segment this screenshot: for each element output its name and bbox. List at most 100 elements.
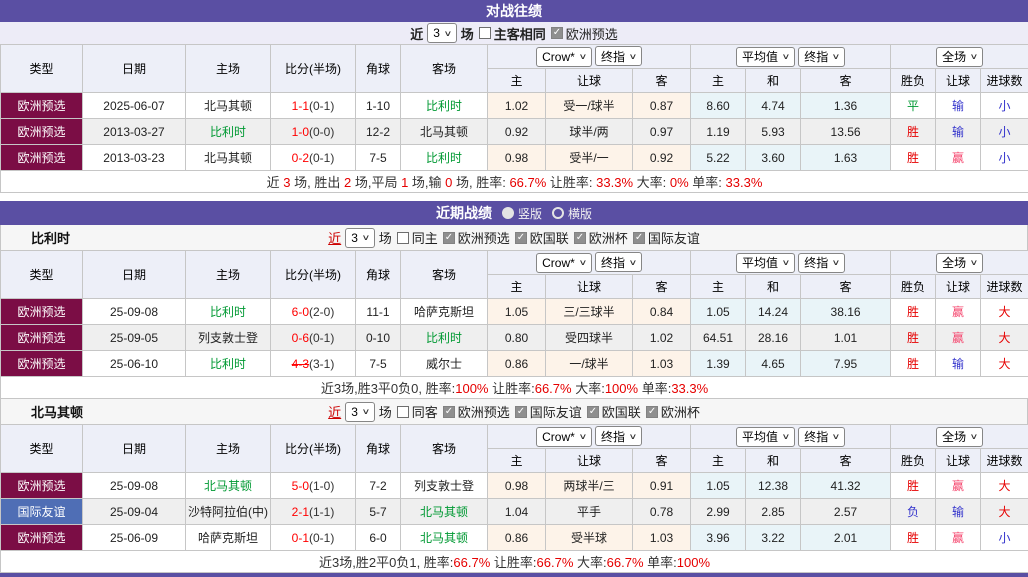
chevron-down-icon: ∨	[578, 432, 587, 441]
average-select[interactable]: 平均值∨	[736, 253, 795, 273]
col-type: 类型	[1, 425, 83, 473]
home-team: 北马其顿	[186, 93, 271, 119]
col-home: 主场	[186, 45, 271, 93]
match-type-badge: 欧洲预选	[1, 473, 83, 499]
result-group-header: 全场∨	[891, 45, 1028, 69]
crow-away-odds: 0.97	[633, 119, 691, 145]
match-count-select[interactable]: 3 ∨	[427, 23, 457, 43]
league-filter-checkbox[interactable]: 欧洲杯	[645, 402, 700, 421]
result-winloss: 胜	[891, 299, 936, 325]
belgium-summary-text: 近3场,胜3平0负0, 胜率:100% 让胜率:66.7% 大率:100% 单率…	[1, 377, 1028, 399]
average-select[interactable]: 平均值∨	[736, 427, 795, 447]
match-count-select[interactable]: 3 ∨	[345, 402, 375, 422]
avg-stage-select[interactable]: 终指∨	[798, 253, 845, 273]
avg-away-odds: 2.01	[801, 525, 891, 551]
average-select[interactable]: 平均值∨	[736, 47, 795, 67]
corners-cell: 7-5	[356, 145, 401, 171]
bookmaker-group-header: Crow*∨ 终指∨	[488, 425, 691, 449]
col-corner: 角球	[356, 425, 401, 473]
avg-draw-odds: 12.38	[746, 473, 801, 499]
layout-radio-vertical[interactable]: 竖版	[502, 205, 542, 222]
match-count-select[interactable]: 3 ∨	[345, 228, 375, 248]
col-goals: 进球数	[981, 69, 1028, 93]
avg-draw-odds: 14.24	[746, 299, 801, 325]
avg-away-odds: 7.95	[801, 351, 891, 377]
fulltime-select[interactable]: 全场∨	[936, 427, 983, 447]
result-goals: 大	[981, 351, 1028, 377]
league-filter-checkbox[interactable]: 欧国联	[514, 228, 569, 247]
handicap-line: 三/三球半	[546, 299, 633, 325]
match-type-badge: 欧洲预选	[1, 351, 83, 377]
result-handicap: 赢	[936, 325, 981, 351]
match-type-badge: 欧洲预选	[1, 325, 83, 351]
bookmaker-select[interactable]: Crow*∨	[536, 253, 592, 273]
euro-qualifier-checkbox[interactable]: 欧洲预选	[550, 24, 618, 43]
handicap-line: 受半球	[546, 525, 633, 551]
corners-cell: 6-0	[356, 525, 401, 551]
near-link[interactable]: 近	[328, 228, 341, 247]
col-date: 日期	[83, 251, 186, 299]
league-filter-checkbox[interactable]: 欧国联	[586, 402, 641, 421]
average-group-header: 平均值∨ 终指∨	[691, 45, 891, 69]
chevron-down-icon: ∨	[361, 233, 370, 242]
corners-cell: 1-10	[356, 93, 401, 119]
avg-home-odds: 2.99	[691, 499, 746, 525]
checkbox-unchecked-icon	[397, 232, 409, 244]
layout-radio-horizontal[interactable]: 横版	[552, 205, 592, 222]
checkbox-checked-icon	[551, 27, 563, 39]
crow-home-odds: 0.80	[488, 325, 546, 351]
league-filter-checkbox[interactable]: 欧洲预选	[442, 402, 510, 421]
league-filter-checkbox[interactable]: 欧洲杯	[573, 228, 628, 247]
league-filter-checkbox[interactable]: 国际友谊	[514, 402, 582, 421]
col-goals: 进球数	[981, 449, 1028, 473]
home-team: 北马其顿	[186, 473, 271, 499]
table-row: 欧洲预选 25-09-08 北马其顿 5-0(1-0) 7-2 列支敦士登 0.…	[1, 473, 1028, 499]
col-avg-draw: 和	[746, 449, 801, 473]
odds-stage-select[interactable]: 终指∨	[595, 46, 642, 66]
bookmaker-select[interactable]: Crow*∨	[536, 47, 592, 67]
league-filter-checkbox[interactable]: 欧洲预选	[442, 228, 510, 247]
corners-cell: 12-2	[356, 119, 401, 145]
checkbox-checked-icon	[633, 232, 645, 244]
home-team: 列支敦士登	[186, 325, 271, 351]
near-link[interactable]: 近	[328, 402, 341, 421]
avg-home-odds: 1.05	[691, 299, 746, 325]
checkbox-checked-icon	[587, 406, 599, 418]
handicap-line: 两球半/三	[546, 473, 633, 499]
col-home: 主场	[186, 425, 271, 473]
avg-stage-select[interactable]: 终指∨	[798, 427, 845, 447]
odds-stage-select[interactable]: 终指∨	[595, 252, 642, 272]
away-team: 比利时	[401, 325, 488, 351]
chevron-down-icon: ∨	[832, 258, 841, 267]
chevron-down-icon: ∨	[361, 407, 370, 416]
score-cell: 4-3(3-1)	[271, 351, 356, 377]
chevron-down-icon: ∨	[629, 52, 638, 61]
match-date: 25-06-10	[83, 351, 186, 377]
col-avg-away: 客	[801, 449, 891, 473]
avg-stage-select[interactable]: 终指∨	[798, 47, 845, 67]
corners-cell: 0-10	[356, 325, 401, 351]
result-group-header: 全场∨	[891, 425, 1028, 449]
same-homeaway-checkbox[interactable]: 主客相同	[478, 24, 546, 43]
col-avg-away: 客	[801, 69, 891, 93]
chevron-down-icon: ∨	[578, 258, 587, 267]
crow-home-odds: 0.86	[488, 351, 546, 377]
match-date: 2013-03-27	[83, 119, 186, 145]
home-team: 沙特阿拉伯(中)	[186, 499, 271, 525]
col-date: 日期	[83, 45, 186, 93]
league-filter-checkbox[interactable]: 国际友谊	[632, 228, 700, 247]
fulltime-select[interactable]: 全场∨	[936, 47, 983, 67]
bookmaker-select[interactable]: Crow*∨	[536, 427, 592, 447]
same-away-checkbox[interactable]: 同客	[396, 402, 438, 421]
avg-draw-odds: 2.85	[746, 499, 801, 525]
chevron-down-icon: ∨	[782, 432, 791, 441]
away-team: 威尔士	[401, 351, 488, 377]
same-home-checkbox[interactable]: 同主	[396, 228, 438, 247]
fulltime-select[interactable]: 全场∨	[936, 253, 983, 273]
odds-stage-select[interactable]: 终指∨	[595, 426, 642, 446]
result-handicap: 赢	[936, 299, 981, 325]
macedonia-summary-text: 近3场,胜2平0负1, 胜率:66.7% 让胜率:66.7% 大率:66.7% …	[1, 551, 1028, 573]
away-team: 列支敦士登	[401, 473, 488, 499]
corners-cell: 5-7	[356, 499, 401, 525]
result-handicap: 输	[936, 499, 981, 525]
